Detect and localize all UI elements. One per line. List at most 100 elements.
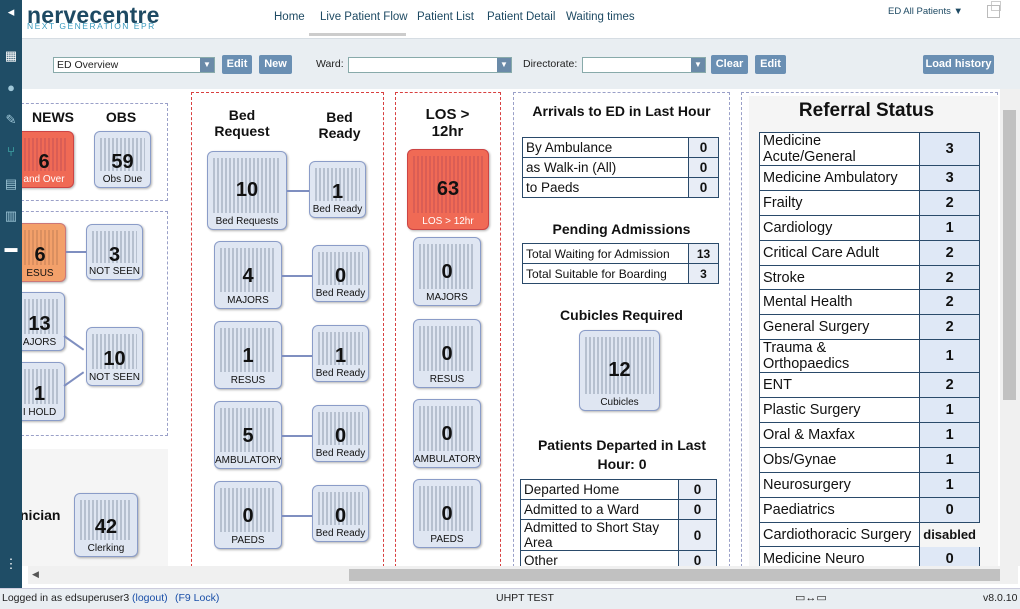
bed-ready-tile[interactable]: 0 Bed Ready (312, 405, 369, 462)
row-value: 2 (919, 189, 980, 216)
nav-waiting-times[interactable]: Waiting times (566, 11, 635, 23)
load-history-button[interactable]: Load history (923, 55, 994, 74)
window-icon[interactable] (987, 5, 1000, 18)
more-vertical-icon[interactable]: ⋮ (4, 556, 18, 571)
referral-row[interactable]: General Surgery 2 (758, 314, 980, 341)
network-icon: ▭↔▭ (795, 592, 827, 604)
syringe-icon[interactable]: ✎ (5, 112, 17, 127)
resus-not-seen-tile[interactable]: 3 NOT SEEN (86, 224, 143, 280)
los-tile[interactable]: 0 AMBULATORY (413, 399, 481, 468)
majors-tile[interactable]: 13 AJORS (22, 292, 65, 351)
nav-patient-detail[interactable]: Patient Detail (487, 11, 556, 23)
bed-request-tile[interactable]: 0 PAEDS (214, 481, 282, 549)
los-tile[interactable]: 0 RESUS (413, 319, 481, 388)
pending-row[interactable]: Total Waiting for Admission 13 (522, 243, 719, 264)
departed-row[interactable]: Other 0 (520, 550, 717, 566)
referral-row[interactable]: Stroke 2 (758, 264, 980, 291)
person-icon[interactable]: ● (7, 80, 15, 95)
bed-ready-tile[interactable]: 1 Bed Ready (309, 161, 366, 218)
row-label: General Surgery (758, 314, 921, 341)
ward-label: Ward: (316, 58, 344, 70)
referral-row[interactable]: Cardiothoracic Surgery disabled (758, 521, 980, 548)
referral-row[interactable]: Mental Health 2 (758, 289, 980, 316)
referral-row[interactable]: Medicine Neuro 0 (758, 546, 980, 566)
los-tile[interactable]: 0 MAJORS (413, 237, 481, 306)
flow-icon[interactable]: ⑂ (7, 144, 15, 159)
tile-caption: PAEDS (231, 535, 265, 546)
archive-icon[interactable]: ▤ (4, 176, 18, 191)
departed-row[interactable]: Departed Home 0 (520, 479, 717, 500)
departed-row[interactable]: Admitted to a Ward 0 (520, 499, 717, 520)
bed-request-tile[interactable]: 10 Bed Requests (207, 151, 287, 230)
row-label: By Ambulance (522, 137, 689, 158)
row-value: 2 (919, 314, 980, 341)
edit-directorate-button[interactable]: Edit (755, 55, 786, 74)
referral-row[interactable]: Frailty 2 (758, 189, 980, 216)
arrival-row[interactable]: as Walk-in (All) 0 (522, 157, 719, 178)
bed-ready-tile[interactable]: 0 Bed Ready (312, 485, 369, 542)
clear-button[interactable]: Clear (711, 55, 748, 74)
connector (282, 275, 312, 277)
majors-not-seen-tile[interactable]: 10 NOT SEEN (86, 327, 143, 386)
resus-tile[interactable]: 6 ESUS (22, 223, 66, 282)
row-value: 3 (919, 165, 980, 191)
clinician-label: nician (22, 507, 61, 523)
nav-active-indicator (309, 33, 406, 36)
tile-value: 0 (334, 425, 347, 448)
tile-caption: NOT SEEN (89, 372, 140, 383)
referral-row[interactable]: Trauma & Orthopaedics 1 (758, 339, 980, 374)
directorate-select[interactable]: ▼ (582, 57, 706, 73)
referral-row[interactable]: ENT 2 (758, 372, 980, 399)
tile-value: 3 (108, 243, 121, 266)
referral-row[interactable]: Cardiology 1 (758, 214, 980, 241)
referral-row[interactable]: Critical Care Adult 2 (758, 239, 980, 266)
clipboard-icon[interactable]: ▥ (4, 208, 18, 223)
bed-icon[interactable]: ▬ (4, 240, 18, 255)
bed-ready-tile[interactable]: 0 Bed Ready (312, 245, 369, 302)
referral-row[interactable]: Medicine Acute/General 3 (758, 132, 980, 166)
bed-request-tile[interactable]: 4 MAJORS (214, 241, 282, 309)
bed-request-tile[interactable]: 1 RESUS (214, 321, 282, 389)
hospital-icon[interactable]: ▦ (4, 48, 18, 63)
arrival-row[interactable]: to Paeds 0 (522, 177, 719, 198)
bed-request-tile[interactable]: 5 AMBULATORY (214, 401, 282, 469)
row-value: 13 (688, 243, 719, 264)
vertical-scroll-thumb[interactable] (1003, 110, 1016, 400)
nav-live-patient-flow[interactable]: Live Patient Flow (320, 11, 408, 23)
row-label: Plastic Surgery (758, 397, 921, 424)
referral-row[interactable]: Medicine Ambulatory 3 (758, 165, 980, 191)
nav-home[interactable]: Home (274, 11, 305, 23)
ward-select[interactable]: ▼ (348, 57, 512, 73)
logout-link[interactable]: (logout) (132, 592, 168, 604)
clerking-tile[interactable]: 42 Clerking (74, 493, 138, 557)
nav-patient-list[interactable]: Patient List (417, 11, 474, 23)
cubicles-tile[interactable]: 12 Cubicles (579, 330, 660, 411)
los-tile[interactable]: 63 LOS > 12hr (407, 149, 489, 230)
arrival-row[interactable]: By Ambulance 0 (522, 137, 719, 158)
referral-row[interactable]: Paediatrics 0 (758, 496, 980, 523)
departed-row[interactable]: Admitted to Short Stay Area 0 (520, 519, 717, 551)
row-value: 0 (919, 546, 980, 566)
f9-lock-link[interactable]: (F9 Lock) (175, 592, 220, 604)
context-selector[interactable]: ED All Patients ▼ (888, 6, 963, 17)
view-select[interactable]: ED Overview ▼ (53, 57, 215, 73)
referral-row[interactable]: Neurosurgery 1 (758, 471, 980, 498)
tile-value: 4 (242, 265, 254, 288)
view-select-value: ED Overview (57, 59, 119, 71)
obs-tile[interactable]: 59 Obs Due (94, 131, 151, 188)
los-tile[interactable]: 0 PAEDS (413, 479, 481, 548)
news-tile[interactable]: 6 and Over (22, 131, 74, 188)
scroll-left-icon[interactable]: ◀ (32, 569, 39, 579)
referral-row[interactable]: Obs/Gynae 1 (758, 446, 980, 473)
new-view-button[interactable]: New (259, 55, 292, 74)
edit-view-button[interactable]: Edit (222, 55, 252, 74)
collapse-arrow-icon[interactable]: ◂ (7, 4, 15, 19)
referral-row[interactable]: Plastic Surgery 1 (758, 397, 980, 424)
referral-row[interactable]: Oral & Maxfax 1 (758, 422, 980, 448)
pending-row[interactable]: Total Suitable for Boarding 3 (522, 263, 719, 284)
bed-ready-tile[interactable]: 1 Bed Ready (312, 325, 369, 382)
tile-value: 63 (436, 177, 460, 200)
horizontal-scroll-thumb[interactable] (349, 569, 1000, 581)
on-hold-tile[interactable]: 1 I HOLD (22, 362, 65, 421)
row-label: Cardiothoracic Surgery (758, 521, 921, 548)
